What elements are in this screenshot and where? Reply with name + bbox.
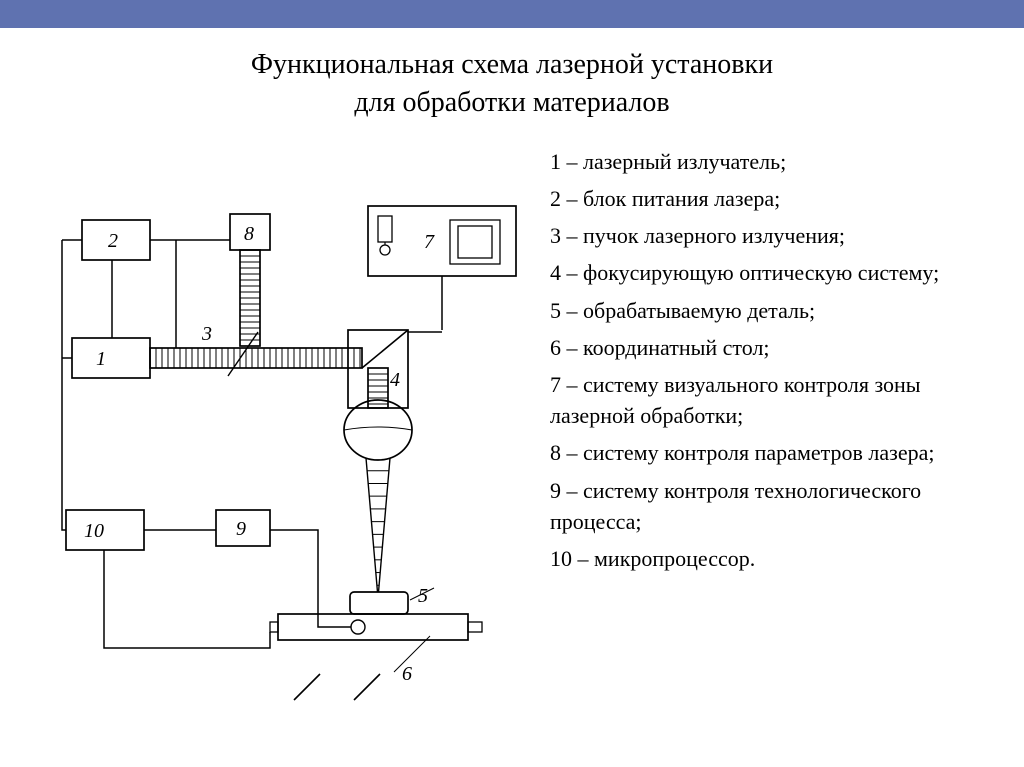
svg-text:7: 7: [424, 231, 435, 253]
content-row: 1 2 8 10 9 7 3 4 5 6 1 – лазерный излучатель; 2 –…: [0, 146, 1024, 735]
schematic-diagram: 1 2 8 10 9 7 3 4 5 6: [0, 146, 542, 735]
page-title: Функциональная схема лазерной установки …: [0, 46, 1024, 122]
legend-item-4: 4 – фокусирующую оптическую систему;: [550, 257, 1006, 288]
svg-text:5: 5: [418, 585, 428, 607]
header-bar: [0, 0, 1024, 28]
legend-list: 1 – лазерный излучатель; 2 – блок питани…: [542, 146, 1024, 735]
legend-item-10: 10 – микропроцессор.: [550, 543, 1006, 574]
legend-item-1: 1 – лазерный излучатель;: [550, 146, 1006, 177]
legend-item-2: 2 – блок питания лазера;: [550, 183, 1006, 214]
svg-text:8: 8: [244, 223, 254, 245]
svg-text:9: 9: [236, 518, 246, 540]
title-line-2: для обработки материалов: [0, 84, 1024, 122]
legend-item-8: 8 – систему контроля параметров лазера;: [550, 437, 1006, 468]
svg-text:10: 10: [84, 520, 104, 542]
svg-text:6: 6: [402, 663, 412, 685]
legend-item-5: 5 – обрабатываемую деталь;: [550, 295, 1006, 326]
title-line-1: Функциональная схема лазерной установки: [0, 46, 1024, 84]
legend-item-3: 3 – пучок лазерного излучения;: [550, 220, 1006, 251]
legend-item-9: 9 – систему контроля технологического пр…: [550, 475, 1006, 537]
svg-text:3: 3: [201, 323, 212, 345]
legend-item-7: 7 – систему визуального контроля зоны ла…: [550, 369, 1006, 431]
svg-text:4: 4: [390, 369, 400, 391]
svg-text:1: 1: [96, 348, 106, 370]
legend-item-6: 6 – координатный стол;: [550, 332, 1006, 363]
schematic-svg: 1 2 8 10 9 7 3 4 5 6: [22, 170, 522, 730]
svg-text:2: 2: [108, 230, 118, 252]
